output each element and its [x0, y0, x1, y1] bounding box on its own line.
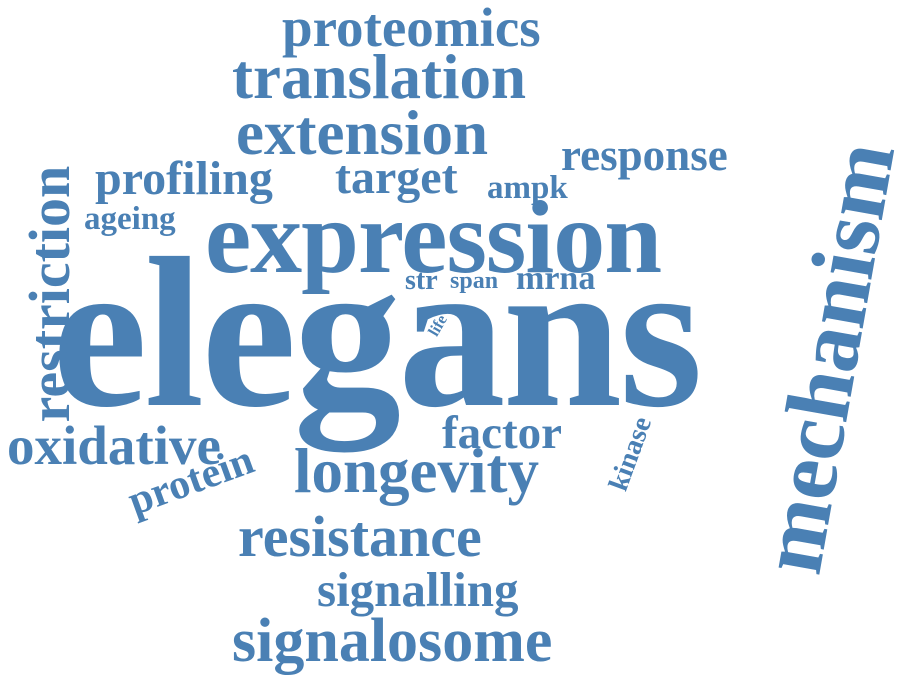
word-profiling: profiling — [95, 152, 273, 205]
word-elegans: elegans — [52, 213, 703, 452]
word-resistance: resistance — [238, 504, 482, 569]
word-ageing: ageing — [84, 201, 176, 237]
word-oxidative: oxidative — [7, 415, 221, 476]
word-extension: extension — [236, 98, 488, 168]
word-response: response — [561, 130, 728, 180]
word-restriction: restriction — [17, 165, 82, 423]
word-span: span — [450, 268, 499, 294]
word-longevity: longevity — [294, 436, 539, 506]
word-mechanism: mechanism — [741, 134, 900, 581]
word-proteomics: proteomics — [282, 0, 541, 58]
word-factor: factor — [442, 407, 563, 459]
word-expression: expression — [205, 180, 662, 295]
word-signalosome: signalosome — [232, 607, 553, 675]
word-mrna: mrna — [516, 260, 596, 297]
word-ampk: ampk — [487, 170, 568, 206]
word-signalling: signalling — [317, 562, 519, 617]
word-str: str — [405, 265, 438, 296]
word-target: target — [335, 151, 458, 204]
word-translation: translation — [232, 42, 527, 112]
